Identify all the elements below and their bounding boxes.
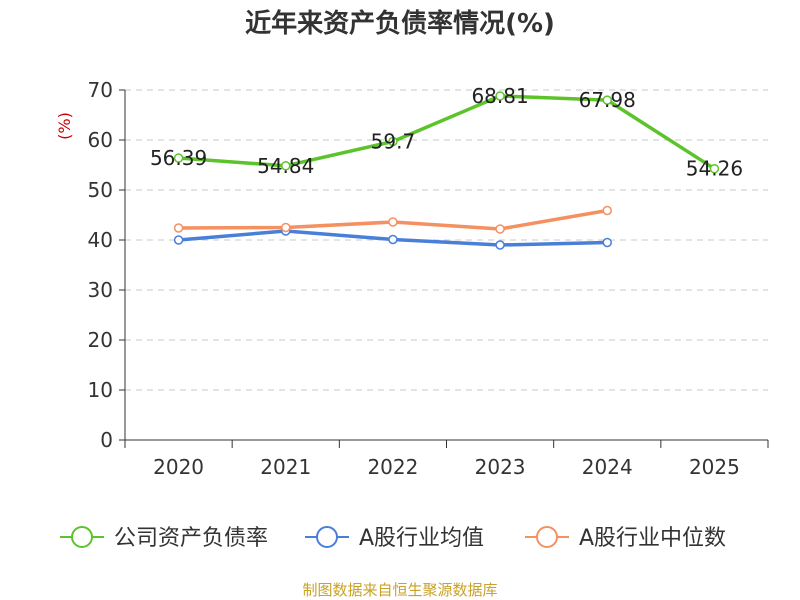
grid-lines	[125, 89, 768, 391]
y-axis-unit-label: (%)	[55, 112, 74, 140]
data-point	[602, 237, 612, 248]
series-1	[173, 226, 612, 250]
data-label: 56.39	[150, 146, 207, 170]
data-point	[602, 205, 612, 216]
data-point	[388, 217, 398, 227]
x-tick-label: 2024	[582, 455, 633, 479]
legend-marker	[71, 526, 93, 548]
data-point	[281, 161, 291, 171]
data-point	[495, 224, 505, 234]
y-tick-label: 50	[88, 178, 113, 202]
x-tick-label: 2020	[153, 455, 204, 479]
data-point	[495, 240, 505, 250]
data-point	[602, 95, 612, 105]
x-tick-label: 2025	[689, 455, 740, 479]
legend-item-2: A股行业中位数	[525, 526, 726, 551]
data-point	[281, 222, 291, 233]
data-point	[173, 153, 184, 163]
y-tick-label: 40	[88, 228, 113, 252]
x-tick-label: 2021	[260, 455, 311, 479]
legend-label: 公司资产负债率	[114, 526, 268, 551]
series-0: 56.39 54.84 59.7 68.81 67.98 54.26	[150, 84, 743, 181]
data-point	[173, 223, 184, 233]
legend-item-1: A股行业均值	[305, 526, 484, 551]
legend: 公司资产负债率 A股行业均值 A股行业中位数	[60, 526, 726, 551]
legend-marker	[316, 526, 338, 548]
x-tick-label: 2022	[367, 455, 418, 479]
y-tick-label: 20	[88, 328, 113, 352]
legend-marker	[536, 526, 558, 548]
source-note: 制图数据来自恒生聚源数据库	[302, 581, 497, 599]
data-point	[388, 234, 398, 245]
y-tick-label: 70	[88, 78, 113, 102]
legend-item-0: 公司资产负债率	[60, 526, 268, 551]
y-tick-label: 60	[88, 128, 113, 152]
legend-label: A股行业均值	[359, 526, 484, 551]
legend-label: A股行业中位数	[579, 526, 726, 551]
y-tick-label: 30	[88, 278, 113, 302]
data-label: 68.81	[471, 84, 528, 108]
data-point	[495, 91, 505, 101]
data-point	[173, 235, 184, 245]
data-label: 54.84	[257, 154, 314, 178]
x-tick-label: 2023	[475, 455, 526, 479]
data-label: 54.26	[686, 157, 743, 181]
series-line	[178, 94, 716, 171]
y-tick-label: 10	[88, 378, 113, 402]
data-point	[388, 136, 398, 147]
y-tick-label: 0	[100, 428, 113, 452]
axes: 0 10 20 30 40 50 60 70 2020 2021 2022 2023 2024 2025	[88, 78, 769, 479]
series-2	[173, 205, 612, 234]
data-label: 67.98	[579, 88, 636, 112]
data-label: 59.7	[371, 130, 416, 154]
series-group: 56.39 54.84 59.7 68.81 67.98 54.26	[150, 84, 743, 250]
chart-title: 近年来资产负债率情况(%)	[245, 8, 555, 39]
data-point	[709, 163, 720, 174]
